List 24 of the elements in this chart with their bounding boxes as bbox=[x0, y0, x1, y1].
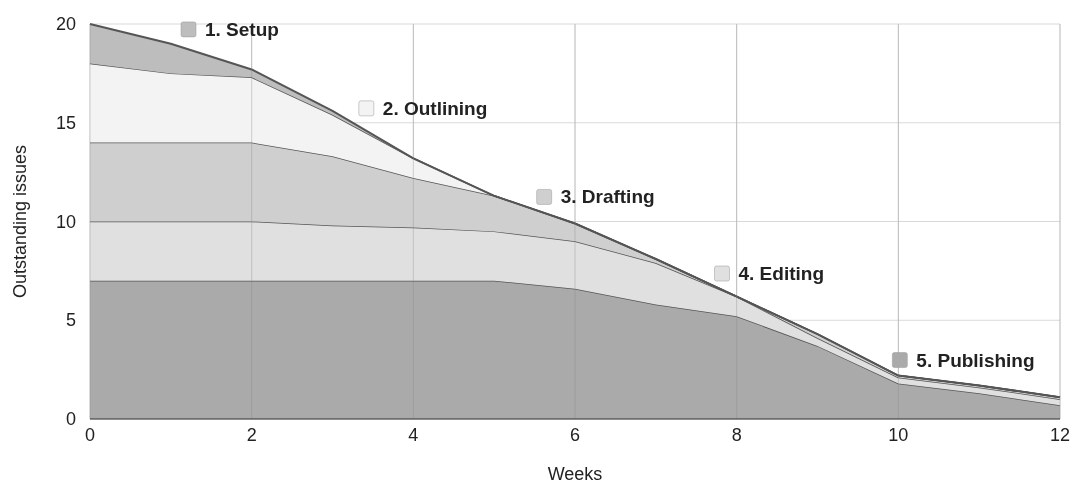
legend-label: 4. Editing bbox=[738, 263, 824, 285]
x-tick-label: 8 bbox=[731, 425, 742, 445]
y-tick-label: 20 bbox=[55, 14, 76, 34]
y-axis-title: Outstanding issues bbox=[10, 144, 30, 299]
legend-entry: 5. Publishing bbox=[892, 349, 1035, 371]
x-tick-label: 4 bbox=[408, 425, 419, 445]
legend-entry: 3. Drafting bbox=[536, 186, 655, 208]
legend-label: 5. Publishing bbox=[916, 349, 1035, 371]
legend-entry: 4. Editing bbox=[714, 263, 824, 285]
y-tick-label: 0 bbox=[65, 409, 76, 429]
x-axis-title: Weeks bbox=[547, 464, 603, 484]
legend-entry: 1. Setup bbox=[180, 18, 279, 40]
legend-label: 3. Drafting bbox=[560, 186, 655, 208]
series-label: 2. Outlining bbox=[382, 97, 488, 119]
legend-entry: 2. Outlining bbox=[358, 97, 488, 119]
x-tick-label: 2 bbox=[246, 425, 257, 445]
y-tick-label: 10 bbox=[55, 211, 76, 232]
x-tick-label: 0 bbox=[84, 425, 96, 445]
x-tick-label: 10 bbox=[888, 425, 909, 445]
y-tick-label: 15 bbox=[55, 112, 76, 133]
x-tick-label: 12 bbox=[1049, 425, 1071, 445]
x-tick-label: 6 bbox=[569, 425, 581, 445]
legend-label: 1. Setup bbox=[205, 18, 279, 40]
y-tick-label: 5 bbox=[65, 310, 76, 331]
